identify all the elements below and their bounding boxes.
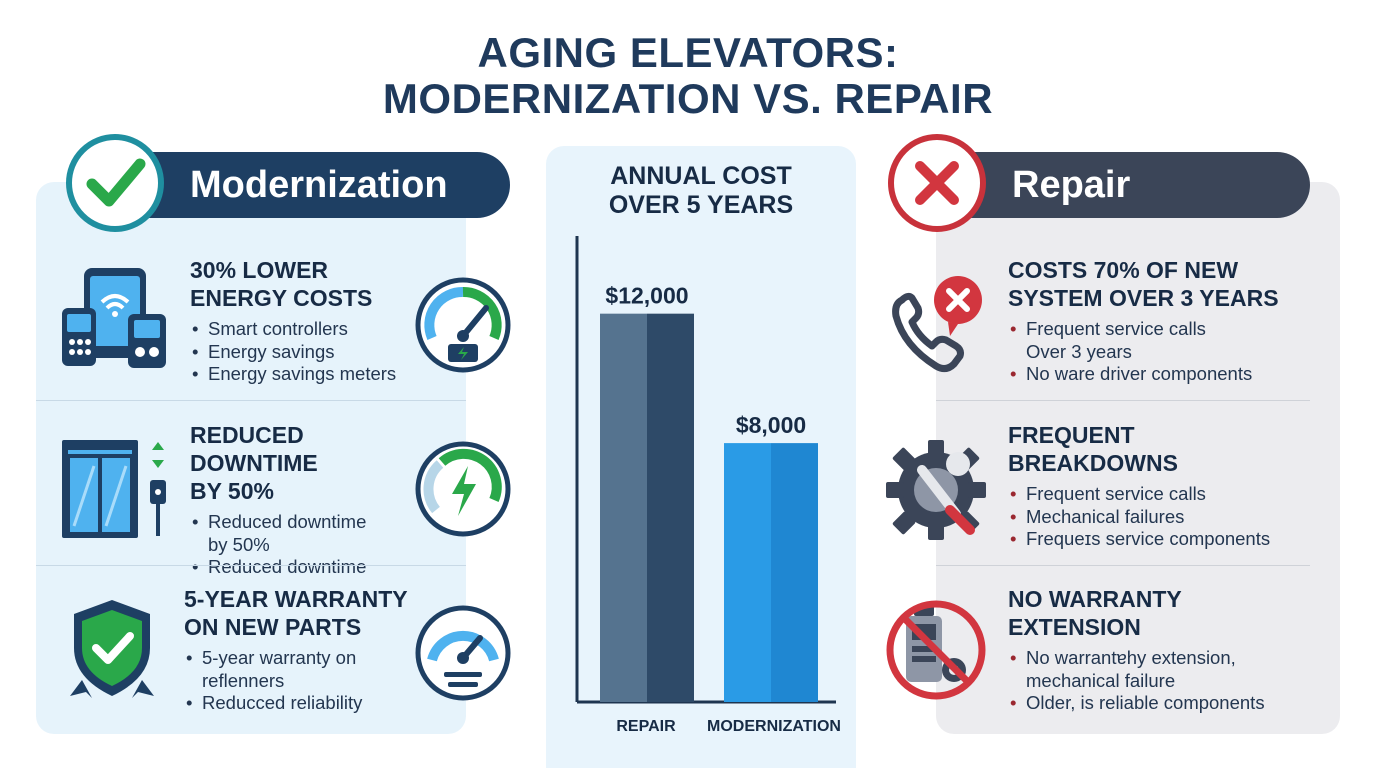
list-item: No ware driver components [1008,363,1308,386]
bar-repair [600,313,694,702]
list-item: Energy savings meters [190,363,430,386]
repair-section-warranty: NO WARRANTY EXTENSION No warrantɐhy exte… [1008,585,1308,715]
repair-section-cost: COSTS 70% OF NEW SYSTEM OVER 3 YEARS Fre… [1008,256,1308,386]
x-mark-icon [888,134,986,232]
list-item: Older, is reliable components [1008,692,1308,715]
divider [36,400,466,401]
divider [936,400,1310,401]
divider [36,565,466,566]
list-item: Reduced downtime [190,511,430,534]
checkmark-icon [66,134,164,232]
list-item: Over 3 years [1026,340,1132,362]
elevator-icon [62,440,166,538]
bar-value-label: $12,000 [605,283,688,309]
list-item: by 50% [208,533,270,555]
title-line-2: MODERNIZATION VS. REPAIR [382,75,994,122]
section-heading: FREQUENT BREAKDOWNS [1008,422,1178,476]
title-line-1: AGING ELEVATORS: [477,29,899,76]
list-item: Smart controllers [190,318,430,341]
repair-panel [936,182,1340,734]
phone-x-icon [892,276,982,373]
list-item: mechanical failure [1026,669,1176,691]
list-item: No warrantɐhy extension, [1008,647,1308,670]
modernization-section-downtime: REDUCED DOWNTIME BY 50% Reduced downtime… [190,421,430,579]
section-heading: 5-YEAR WARRANTY ON NEW PARTS [184,586,408,640]
repair-header: Repair [930,152,1310,218]
list-item: Reduced downtime [190,556,430,579]
shield-check-icon [70,600,154,698]
list-item: Frequent service calls [1008,483,1308,506]
modernization-section-energy: 30% LOWER ENERGY COSTS Smart controllers… [190,256,430,386]
bar-value-label: $8,000 [736,412,806,438]
energy-gauge-icon [415,277,511,373]
chart-title: ANNUAL COST OVER 5 YEARS [608,162,794,219]
lightning-gauge-icon [415,441,511,537]
section-heading: NO WARRANTY EXTENSION [1008,586,1182,640]
gear-wrench-icon [886,440,986,540]
section-heading: REDUCED DOWNTIME BY 50% [190,422,318,504]
section-heading: 30% LOWER ENERGY COSTS [190,257,373,311]
speedometer-icon [415,605,511,701]
repair-section-breakdowns: FREQUENT BREAKDOWNS Frequent service cal… [1008,421,1308,551]
modernization-section-warranty: 5-YEAR WARRANTY ON NEW PARTS 5-year warr… [184,585,430,715]
modernization-header: Modernization [108,152,510,218]
category-label: REPAIR [616,718,676,735]
list-item: Frequeɪs service components [1008,528,1308,551]
page-title: AGING ELEVATORS: MODERNIZATION VS. REPAI… [0,30,1376,122]
list-item: Energy savings [190,341,430,364]
bar-chart: $12,000 REPAIR $8,000 MODERNIZATION [575,236,841,735]
bar-modernization [724,443,818,702]
list-item: Reducced reliability [184,692,430,715]
list-item: Mechanical failures [1008,506,1308,529]
smart-devices-icon [62,268,166,368]
category-label: MODERNIZATION [707,718,841,735]
divider [936,565,1310,566]
list-item: 5-year warranty on [184,647,430,670]
list-item: Frequent service calls [1008,318,1308,341]
no-warranty-icon [886,600,986,700]
list-item: reflenners [202,669,285,691]
section-heading: COSTS 70% OF NEW SYSTEM OVER 3 YEARS [1008,257,1279,311]
